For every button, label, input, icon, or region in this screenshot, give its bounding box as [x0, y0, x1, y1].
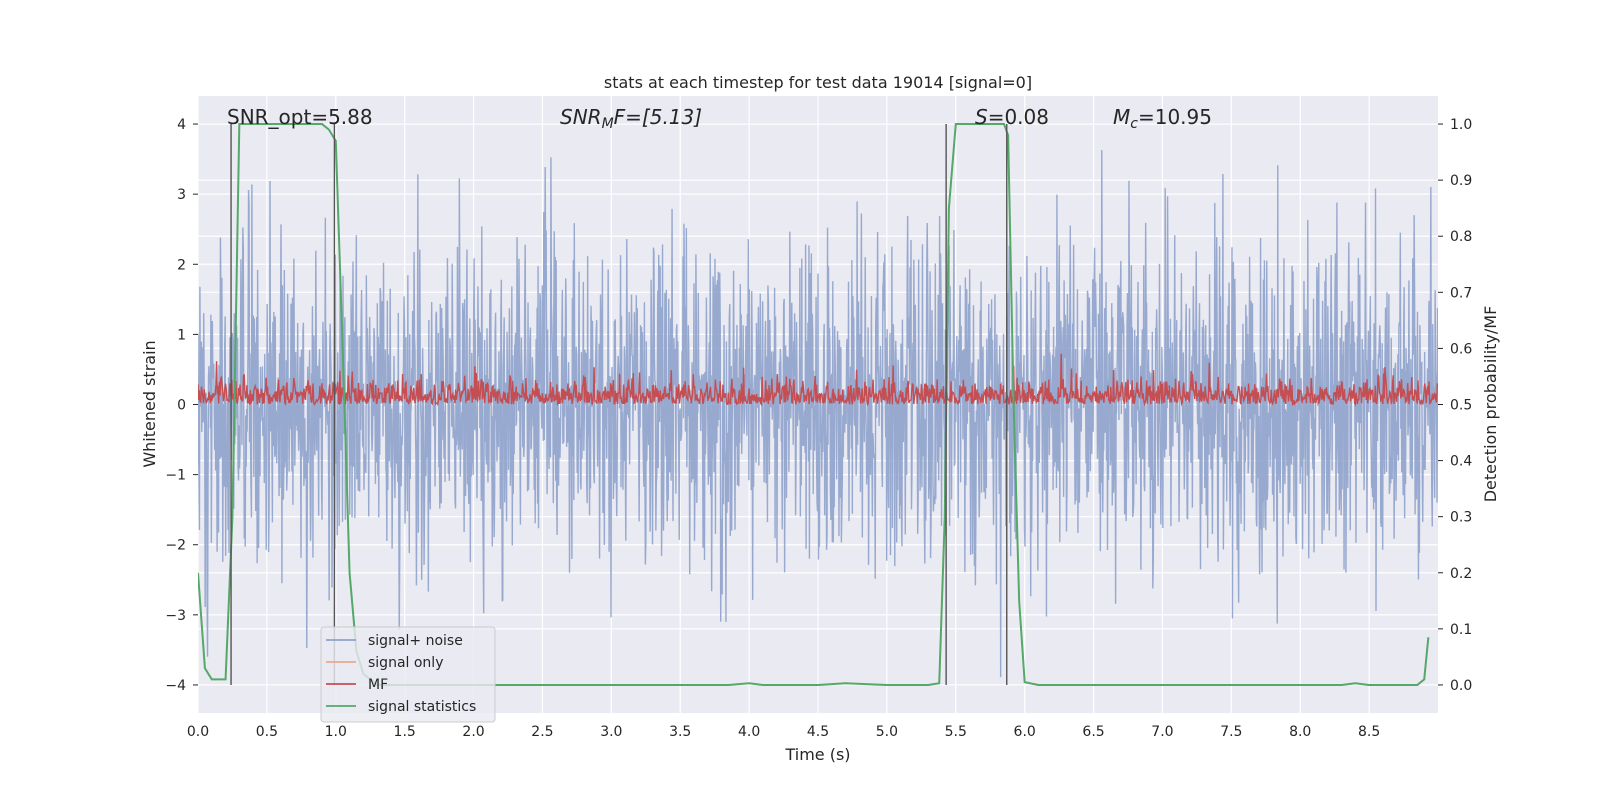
y-right-tick-label: 0.1 — [1450, 622, 1472, 638]
y-right-tick-label: 0.8 — [1450, 229, 1472, 245]
snr-mf-base: SNR — [560, 105, 602, 129]
series-layer — [198, 123, 1438, 686]
x-tick-label: 6.0 — [1014, 724, 1036, 740]
x-tick-label: 4.5 — [807, 724, 829, 740]
x-tick-label: 0.0 — [187, 724, 209, 740]
x-tick-label: 5.5 — [945, 724, 967, 740]
x-tick-label: 3.5 — [669, 724, 691, 740]
y-right-tick-label: 0.2 — [1450, 566, 1472, 582]
legend-label: signal only — [368, 655, 443, 671]
legend: signal+ noise signal only MF signal statist… — [320, 626, 496, 723]
x-tick-label: 8.5 — [1358, 724, 1380, 740]
vertical-markers — [230, 124, 1008, 685]
annotation-s: S=0.08 — [975, 105, 1049, 129]
x-tick-label: 4.0 — [738, 724, 760, 740]
series-mf — [198, 353, 1438, 407]
y-right-tick-label: 0.4 — [1450, 454, 1472, 470]
x-tick-label: 2.0 — [462, 724, 484, 740]
legend-label: signal statistics — [368, 699, 476, 715]
s-italic: S — [975, 105, 988, 129]
y-right-tick-label: 1.0 — [1450, 117, 1472, 133]
x-tick-label: 3.0 — [600, 724, 622, 740]
x-tick-label: 0.5 — [256, 724, 278, 740]
y-left-tick-label: −1 — [165, 468, 186, 484]
legend-label: signal+ noise — [368, 633, 463, 649]
snr-mf-sub: M — [602, 116, 614, 132]
x-tick-label: 8.0 — [1289, 724, 1311, 740]
annotation-snr-mf: SNRMF=[5.13] — [560, 105, 702, 132]
y-right-tick-label: 0.6 — [1450, 341, 1472, 357]
y-axis-label-right: Detection probability/MF — [1481, 306, 1500, 503]
legend-label: MF — [368, 677, 388, 693]
y-left-tick-label: −3 — [165, 608, 186, 624]
s-tail: =0.08 — [988, 105, 1049, 129]
y-axis-label-left: Whitened strain — [140, 340, 159, 467]
y-right-tick-label: 0.3 — [1450, 510, 1472, 526]
series-signal-statistics — [198, 123, 1430, 686]
y-left-tick-label: −2 — [165, 538, 186, 554]
y-left-tick-label: 2 — [177, 257, 186, 273]
y-left-tick-label: 4 — [177, 117, 186, 133]
x-tick-label: 1.0 — [325, 724, 347, 740]
y-right-tick-label: 0.9 — [1450, 173, 1472, 189]
annotation-mc: Mc=10.95 — [1113, 105, 1212, 132]
snr-mf-tail: F=[5.13] — [614, 105, 702, 129]
mc-base: M — [1113, 105, 1130, 129]
x-tick-label: 7.0 — [1151, 724, 1173, 740]
x-tick-label: 2.5 — [531, 724, 553, 740]
tick-labels: 0.0 0.5 1.0 1.5 2.0 2.5 3.0 3.5 4.0 4.5 5.0 5.5 6.0 6… — [165, 117, 1472, 740]
x-tick-label: 1.5 — [394, 724, 416, 740]
y-left-tick-label: 1 — [177, 327, 186, 343]
y-right-tick-label: 0.5 — [1450, 398, 1472, 414]
x-axis-label: Time (s) — [784, 745, 850, 764]
x-tick-label: 6.5 — [1082, 724, 1104, 740]
chart-title: stats at each timestep for test data 190… — [604, 73, 1032, 92]
legend-box — [320, 626, 496, 723]
y-left-tick-label: 3 — [177, 187, 186, 203]
mc-tail: =10.95 — [1138, 105, 1212, 129]
y-left-tick-label: −4 — [165, 678, 186, 694]
y-right-tick-label: 0.0 — [1450, 678, 1472, 694]
x-tick-label: 7.5 — [1220, 724, 1242, 740]
y-left-tick-label: 0 — [177, 398, 186, 414]
annotation-snr-opt: SNR_opt=5.88 — [227, 105, 373, 129]
x-tick-label: 5.0 — [876, 724, 898, 740]
mc-sub: c — [1130, 116, 1138, 132]
y-right-tick-label: 0.7 — [1450, 285, 1472, 301]
